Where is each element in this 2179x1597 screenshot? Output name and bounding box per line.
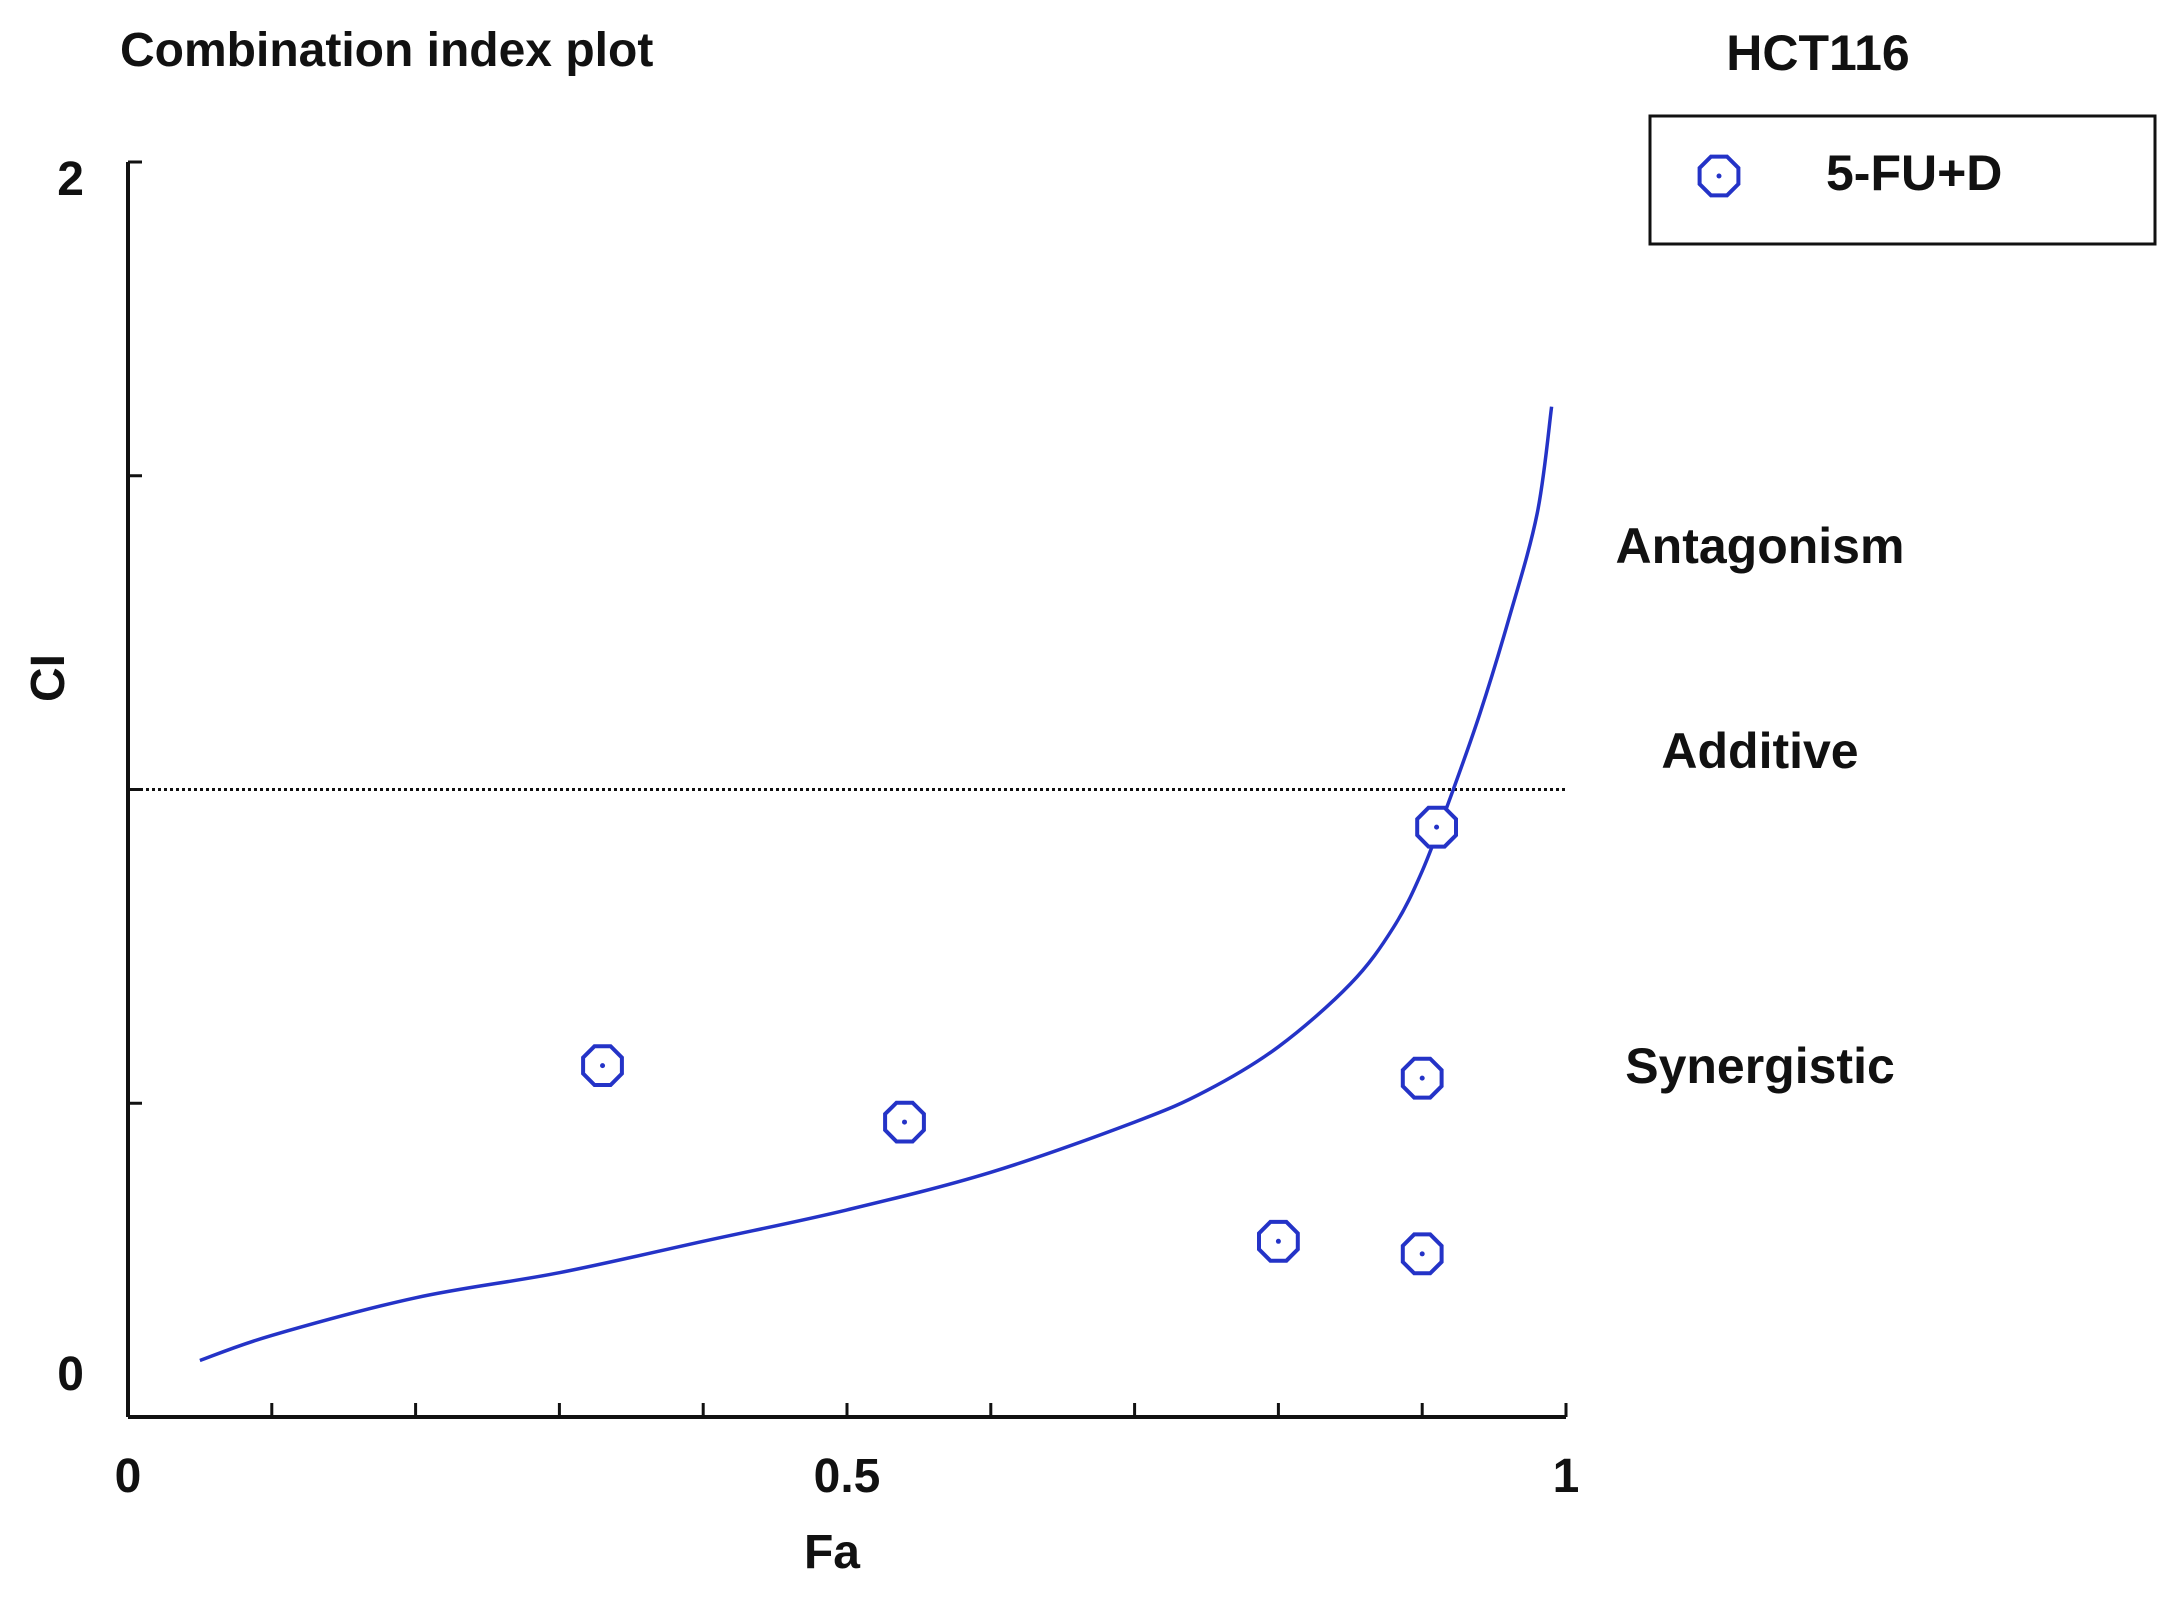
y-axis-label: CI [22,654,75,702]
region-label-antagonism: Antagonism [1616,518,1905,574]
axes [126,162,1566,1419]
legend: 5-FU+D [1648,114,2157,246]
curve-group [199,406,1554,1363]
tick-labels: 0 0.5 1 0 2 [57,153,1579,1503]
x-tick-label: 0 [115,1450,142,1503]
points-group [581,805,1458,1276]
region-label-synergistic: Synergistic [1625,1038,1895,1094]
data-point-center [1419,1075,1425,1081]
x-tick-label: 0.5 [814,1450,881,1503]
y-tick-label: 2 [57,153,84,206]
data-point-center [1434,824,1440,830]
legend-marker-center [1716,173,1722,179]
ticks [128,160,1568,1417]
data-point-center [1275,1238,1281,1244]
chart-subtitle: HCT116 [1726,25,1909,81]
legend-marker-icon [1697,154,1741,198]
x-tick-label: 1 [1553,1450,1580,1503]
data-point [883,1100,926,1144]
data-point [1257,1219,1300,1263]
data-point-center [600,1063,606,1069]
data-point-center [902,1119,908,1125]
data-point [1400,1056,1444,1100]
region-label-additive: Additive [1661,723,1858,779]
x-axis-label: Fa [804,1526,860,1579]
y-tick-label: 0 [57,1348,84,1401]
legend-entry-label: 5-FU+D [1826,145,2002,201]
ci-fa-curve [199,406,1554,1363]
data-point [1400,1232,1444,1276]
data-point [1415,805,1458,849]
data-point-center [1419,1251,1425,1257]
data-point [581,1044,624,1087]
chart-title: Combination index plot [120,24,653,77]
